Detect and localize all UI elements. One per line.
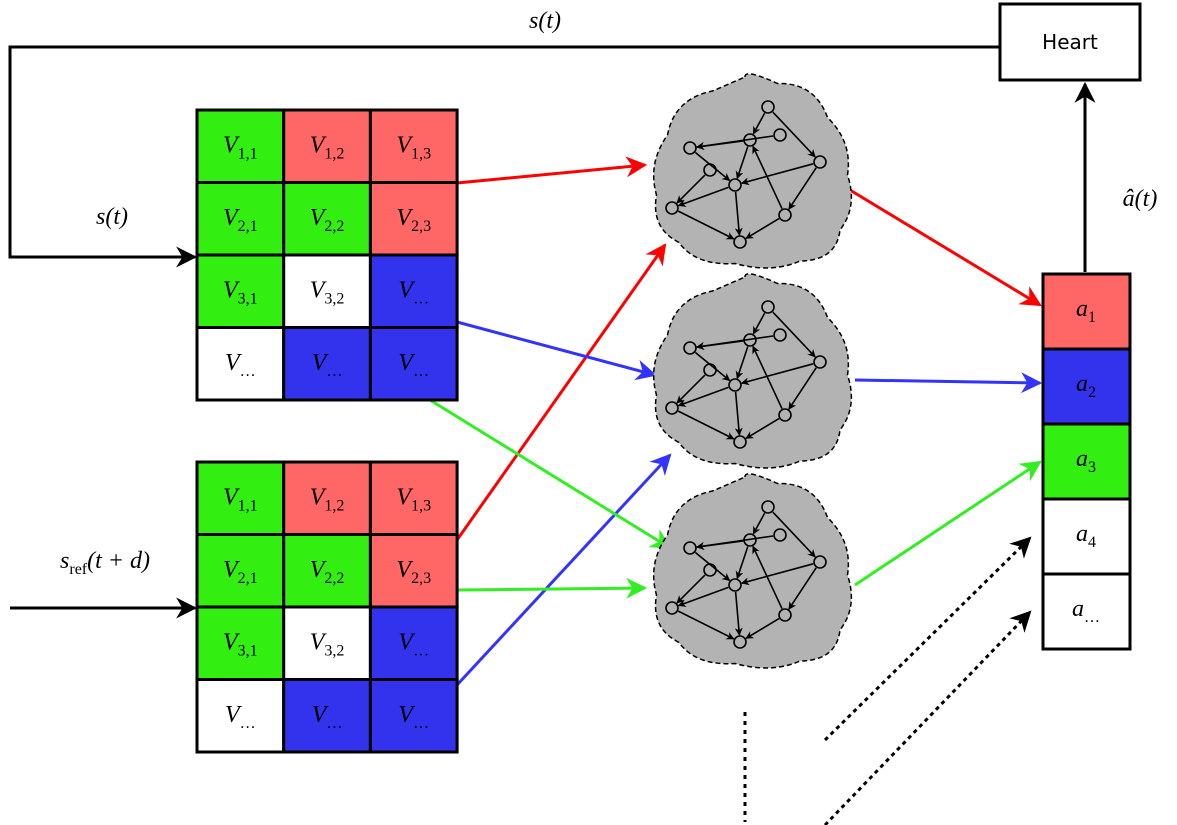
output-label-main: a — [1072, 596, 1084, 622]
output-label: â(t) — [1123, 186, 1158, 212]
input-label: s(t) — [96, 204, 128, 230]
cell-label-sub: 1,3 — [411, 497, 431, 514]
output-label-sub: 4 — [1088, 534, 1096, 551]
reservoir — [654, 74, 852, 268]
output-label-sub: 2 — [1088, 384, 1096, 401]
cell-label-sub: 2,2 — [324, 218, 344, 235]
cell-label-sub: … — [413, 715, 429, 732]
output-label-sub: 1 — [1088, 309, 1096, 326]
cell-label-sub: 2,1 — [238, 570, 258, 587]
cell-label-sub: 2,1 — [238, 218, 258, 235]
output-label-main: a — [1076, 296, 1088, 322]
cell-label-sub: 3,2 — [324, 290, 344, 307]
cell-label-sub: 1,3 — [411, 145, 431, 162]
cell-label-sub: 1,2 — [324, 145, 344, 162]
cell-label-sub: 3,2 — [324, 642, 344, 659]
cell-label-sub: 3,1 — [238, 642, 258, 659]
cell-label-sub: … — [240, 363, 256, 380]
diagram: Heart s(t) s(t) â(t) sref(t + d) V1,1V1,… — [0, 0, 1177, 825]
cell-label-sub: 2,3 — [411, 570, 431, 587]
connectors — [10, 47, 1085, 825]
cell-label-sub: … — [326, 363, 342, 380]
output-label-sub: … — [1084, 609, 1100, 626]
cell-label-sub: … — [413, 290, 429, 307]
cell-label-sub: 3,1 — [238, 290, 258, 307]
cell-label-sub: 2,2 — [324, 570, 344, 587]
cell-label-sub: … — [240, 715, 256, 732]
cell-label-sub: 1,2 — [324, 497, 344, 514]
reference-label: sref(t + d) — [60, 548, 150, 578]
reservoir — [654, 474, 852, 668]
cell-label-sub: 1,1 — [238, 497, 258, 514]
cell-label-sub: 2,3 — [411, 218, 431, 235]
heart-label: Heart — [1042, 30, 1098, 54]
feedback-label: s(t) — [529, 8, 561, 34]
cell-label-sub: … — [413, 363, 429, 380]
cell-label-sub: … — [413, 642, 429, 659]
reservoir — [654, 274, 852, 468]
output-label-sub: 3 — [1088, 459, 1096, 476]
cell-label-sub: 1,1 — [238, 145, 258, 162]
cell-label-sub: … — [326, 715, 342, 732]
output-label-main: a — [1076, 371, 1088, 397]
output-label-main: a — [1076, 521, 1088, 547]
output-label-main: a — [1076, 446, 1088, 472]
